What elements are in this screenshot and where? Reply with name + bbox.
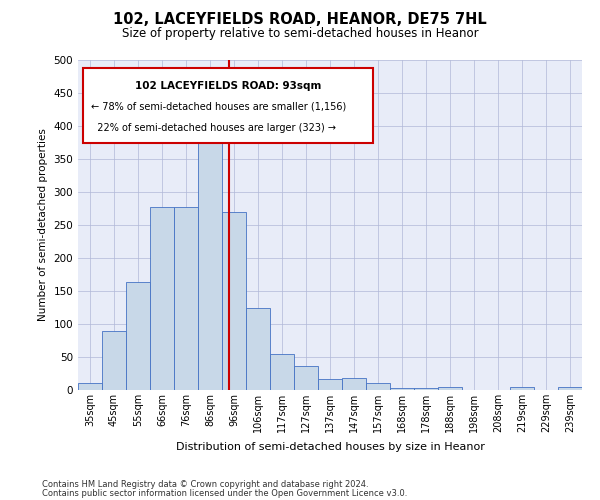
Bar [198,116,222,390]
Text: ← 78% of semi-detached houses are smaller (1,156): ← 78% of semi-detached houses are smalle… [91,101,346,112]
Text: 22% of semi-detached houses are larger (323) →: 22% of semi-detached houses are larger (… [91,122,335,132]
Bar [222,212,246,390]
Text: Contains HM Land Registry data © Crown copyright and database right 2024.: Contains HM Land Registry data © Crown c… [42,480,368,489]
Bar [102,330,126,390]
Bar [174,206,198,390]
Bar [270,354,294,390]
Bar [150,206,174,390]
Bar [390,388,414,390]
Bar [126,282,150,390]
Bar [318,380,342,390]
Text: Distribution of semi-detached houses by size in Heanor: Distribution of semi-detached houses by … [176,442,484,452]
FancyBboxPatch shape [83,68,373,142]
Bar [366,384,390,390]
Bar [510,386,534,390]
Bar [414,388,438,390]
Bar [78,382,102,390]
Text: 102 LACEYFIELDS ROAD: 93sqm: 102 LACEYFIELDS ROAD: 93sqm [135,82,321,92]
Text: 102, LACEYFIELDS ROAD, HEANOR, DE75 7HL: 102, LACEYFIELDS ROAD, HEANOR, DE75 7HL [113,12,487,28]
Y-axis label: Number of semi-detached properties: Number of semi-detached properties [38,128,48,322]
Text: Contains public sector information licensed under the Open Government Licence v3: Contains public sector information licen… [42,488,407,498]
Bar [438,388,462,390]
Text: Size of property relative to semi-detached houses in Heanor: Size of property relative to semi-detach… [122,28,478,40]
Bar [558,386,582,390]
Bar [294,366,318,390]
Bar [246,308,270,390]
Bar [342,378,366,390]
